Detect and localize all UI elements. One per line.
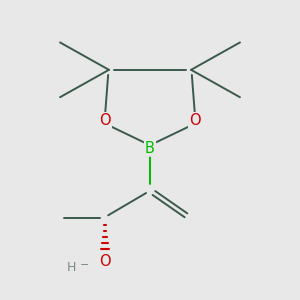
Text: B: B [145, 140, 155, 155]
Text: H: H [67, 261, 76, 274]
Text: −: − [80, 260, 89, 270]
Text: O: O [99, 254, 111, 269]
Text: O: O [189, 113, 201, 128]
Text: O: O [99, 113, 111, 128]
